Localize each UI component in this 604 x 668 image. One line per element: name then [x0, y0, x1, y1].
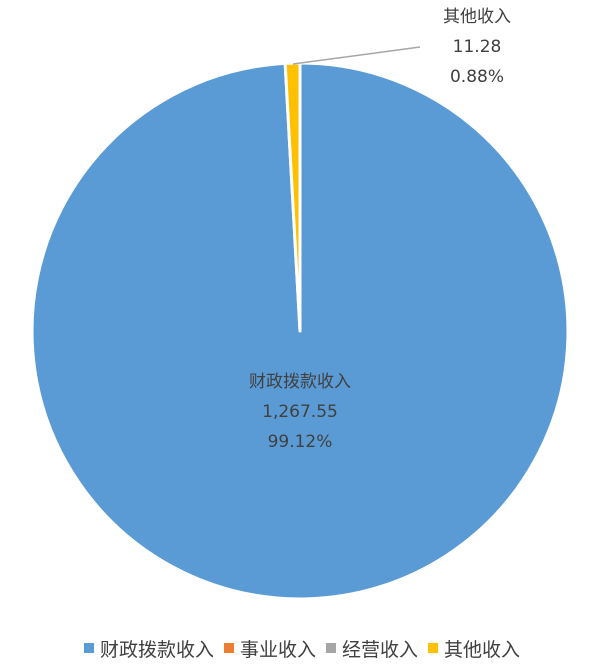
legend-item-business: 事业收入 — [223, 635, 316, 662]
slice-label-other-name: 其他收入 — [443, 7, 511, 27]
legend-swatch-business — [223, 643, 234, 653]
legend-swatch-other — [428, 643, 439, 653]
legend-label-business: 事业收入 — [239, 638, 316, 661]
slice-label-other-percent: 0.88% — [450, 67, 504, 87]
pie-slices — [30, 61, 570, 601]
legend-label-fiscal: 财政拨款收入 — [99, 638, 214, 661]
legend-item-operating: 经营收入 — [326, 635, 418, 662]
slice-label-other-value: 11.28 — [453, 37, 502, 57]
slice-label-fiscal-percent: 99.12% — [268, 432, 333, 452]
slice-label-fiscal-value: 1,267.55 — [262, 402, 338, 422]
legend-label-other: 其他收入 — [444, 638, 521, 661]
legend-swatch-fiscal — [83, 643, 94, 653]
legend-item-other: 其他收入 — [428, 635, 520, 662]
legend-swatch-operating — [326, 643, 336, 653]
legend-label-operating: 经营收入 — [342, 638, 419, 661]
slice-label-fiscal-name: 财政拨款收入 — [249, 372, 351, 392]
chart-legend: 财政拨款收入 事业收入 经营收入 其他收入 — [0, 632, 604, 664]
pie-chart: 财政拨款收入 1,267.55 99.12% 其他收入 11.28 0.88% — [30, 7, 570, 601]
other-income-leader-line — [292, 46, 421, 65]
legend-item-fiscal: 财政拨款收入 — [83, 635, 214, 662]
